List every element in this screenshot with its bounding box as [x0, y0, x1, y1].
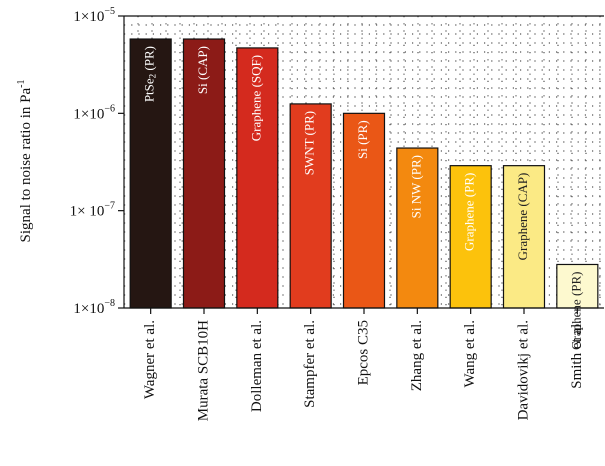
x-ticks: Wagner et al. Murata SCB10H Dolleman et al…: [142, 308, 585, 421]
bar-label: Graphene (CAP): [515, 173, 530, 261]
x-tick-label: Zhang et al.: [409, 320, 425, 391]
bar-group: Si (CAP): [182, 38, 226, 309]
x-tick-label: Epcos C35: [355, 320, 371, 385]
bar-label: Graphene (SQF): [248, 55, 263, 141]
bar-group: Si (PR): [342, 112, 386, 309]
bars: PtSe2 (PR) Si (CAP) Graphene (SQF) SWNT (PR…: [129, 38, 599, 350]
y-tick-label: 1×10−6: [73, 103, 115, 122]
y-axis-label-sup: -1: [16, 80, 27, 88]
bar-label: Graphene (PR): [568, 271, 583, 349]
bar-group: SWNT (PR): [289, 103, 332, 309]
bar-label: Si (CAP): [195, 46, 210, 94]
bar: [129, 38, 172, 309]
x-tick-label: Stampfer et al.: [302, 320, 318, 408]
bar: [342, 112, 386, 309]
bar-label: PtSe2 (PR): [142, 46, 158, 102]
bar-label: Si NW (PR): [408, 155, 423, 218]
bar-group: Graphene (SQF): [236, 47, 279, 309]
bar-label: Si (PR): [355, 120, 370, 159]
bar-group: PtSe2 (PR): [129, 38, 172, 309]
x-tick-label: Wang et al.: [462, 320, 478, 388]
y-tick-label: 1×10−5: [73, 6, 115, 25]
y-tick-label: 1×10−8: [73, 298, 115, 317]
y-axis-label: Signal to noise ratio in Pa-1: [16, 80, 34, 243]
bar: [236, 47, 279, 309]
bar-label: SWNT (PR): [302, 111, 317, 175]
bar-group: Graphene (PR): [449, 165, 492, 309]
bar-group: Graphene (CAP): [502, 165, 546, 309]
bar: [556, 263, 599, 309]
x-tick-label: Murata SCB10H: [195, 320, 211, 421]
x-tick-label: Smith et al.: [569, 320, 585, 389]
y-tick-label: 1× 10−7: [70, 201, 115, 220]
x-tick-label: Dolleman et al.: [249, 320, 265, 412]
bar-label: Graphene (PR): [462, 173, 477, 251]
bar-group: Si NW (PR): [396, 147, 439, 309]
x-tick-label: Wagner et al.: [142, 320, 158, 399]
bar-group: Graphene (PR): [556, 263, 599, 350]
bar: [182, 38, 226, 309]
bar: [289, 103, 332, 309]
y-ticks: 1×10−5 1×10−6 1× 10−7 1×10−8: [70, 6, 124, 317]
x-tick-label: Davidovikj et al.: [515, 320, 531, 420]
